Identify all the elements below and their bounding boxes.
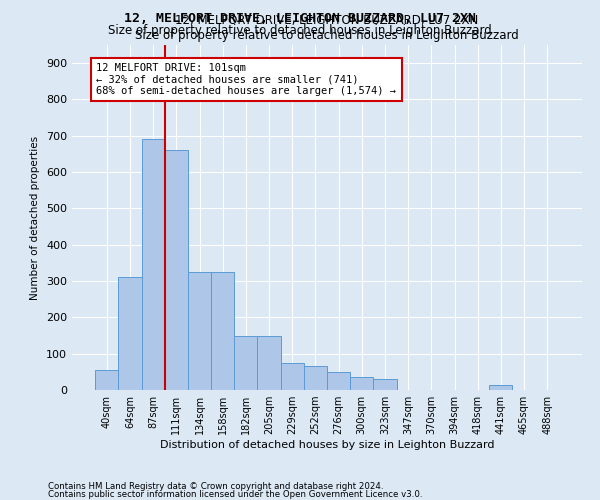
Bar	[373, 379, 397, 390]
Text: Size of property relative to detached houses in Leighton Buzzard: Size of property relative to detached ho…	[108, 24, 492, 37]
Bar	[350, 378, 373, 390]
Text: 12 MELFORT DRIVE: 101sqm
← 32% of detached houses are smaller (741)
68% of semi-: 12 MELFORT DRIVE: 101sqm ← 32% of detach…	[97, 63, 397, 96]
Bar	[118, 278, 142, 390]
Bar	[257, 336, 281, 390]
Bar	[165, 150, 188, 390]
Y-axis label: Number of detached properties: Number of detached properties	[31, 136, 40, 300]
Bar	[234, 336, 257, 390]
Bar	[489, 384, 512, 390]
Text: 12, MELFORT DRIVE, LEIGHTON BUZZARD, LU7 2XN: 12, MELFORT DRIVE, LEIGHTON BUZZARD, LU7…	[124, 12, 476, 26]
Bar	[304, 366, 327, 390]
Bar	[281, 363, 304, 390]
Bar	[188, 272, 211, 390]
Text: Contains public sector information licensed under the Open Government Licence v3: Contains public sector information licen…	[48, 490, 422, 499]
Bar	[95, 370, 118, 390]
Text: Contains HM Land Registry data © Crown copyright and database right 2024.: Contains HM Land Registry data © Crown c…	[48, 482, 383, 491]
Title: 12, MELFORT DRIVE, LEIGHTON BUZZARD, LU7 2XN
Size of property relative to detach: 12, MELFORT DRIVE, LEIGHTON BUZZARD, LU7…	[135, 14, 519, 42]
Bar	[142, 140, 165, 390]
Bar	[211, 272, 234, 390]
X-axis label: Distribution of detached houses by size in Leighton Buzzard: Distribution of detached houses by size …	[160, 440, 494, 450]
Bar	[327, 372, 350, 390]
